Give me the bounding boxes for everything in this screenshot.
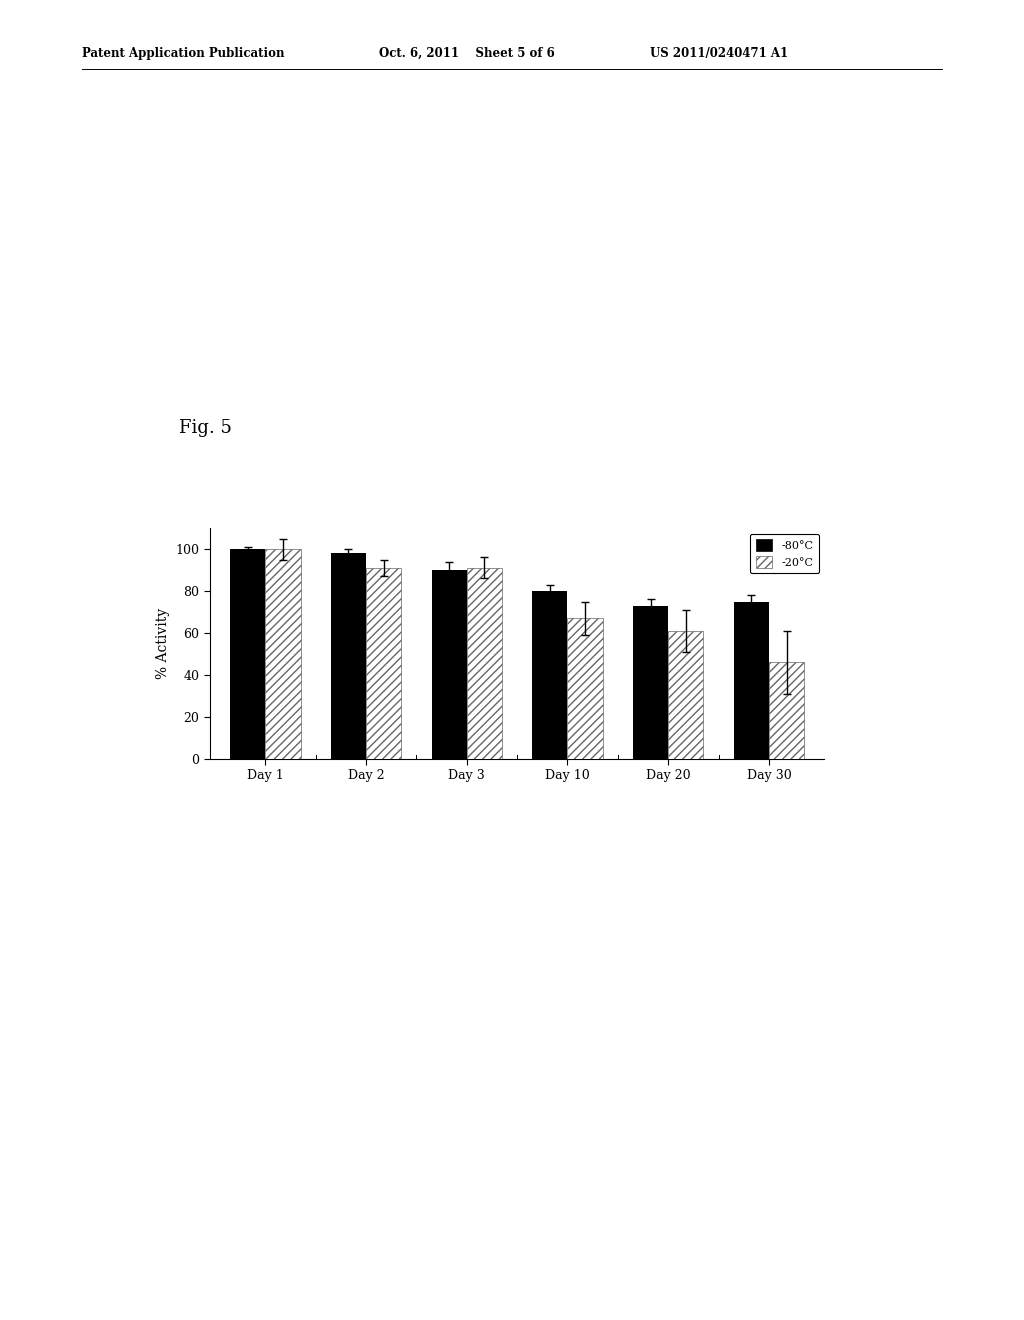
Text: Oct. 6, 2011    Sheet 5 of 6: Oct. 6, 2011 Sheet 5 of 6 — [379, 46, 555, 59]
Bar — [366, 568, 401, 759]
Text: Fig. 5: Fig. 5 — [179, 418, 232, 437]
Bar — [733, 602, 769, 759]
Bar — [265, 549, 301, 759]
Text: US 2011/0240471 A1: US 2011/0240471 A1 — [650, 46, 788, 59]
Bar — [431, 570, 467, 759]
Bar — [230, 549, 265, 759]
Bar — [567, 618, 603, 759]
Bar — [331, 553, 366, 759]
Bar — [769, 663, 804, 759]
Bar — [532, 591, 567, 759]
Bar — [669, 631, 703, 759]
Bar — [467, 568, 502, 759]
Bar — [633, 606, 669, 759]
Legend: -80°C, -20°C: -80°C, -20°C — [751, 533, 819, 573]
Y-axis label: % Activity: % Activity — [156, 609, 170, 678]
Text: Patent Application Publication: Patent Application Publication — [82, 46, 285, 59]
